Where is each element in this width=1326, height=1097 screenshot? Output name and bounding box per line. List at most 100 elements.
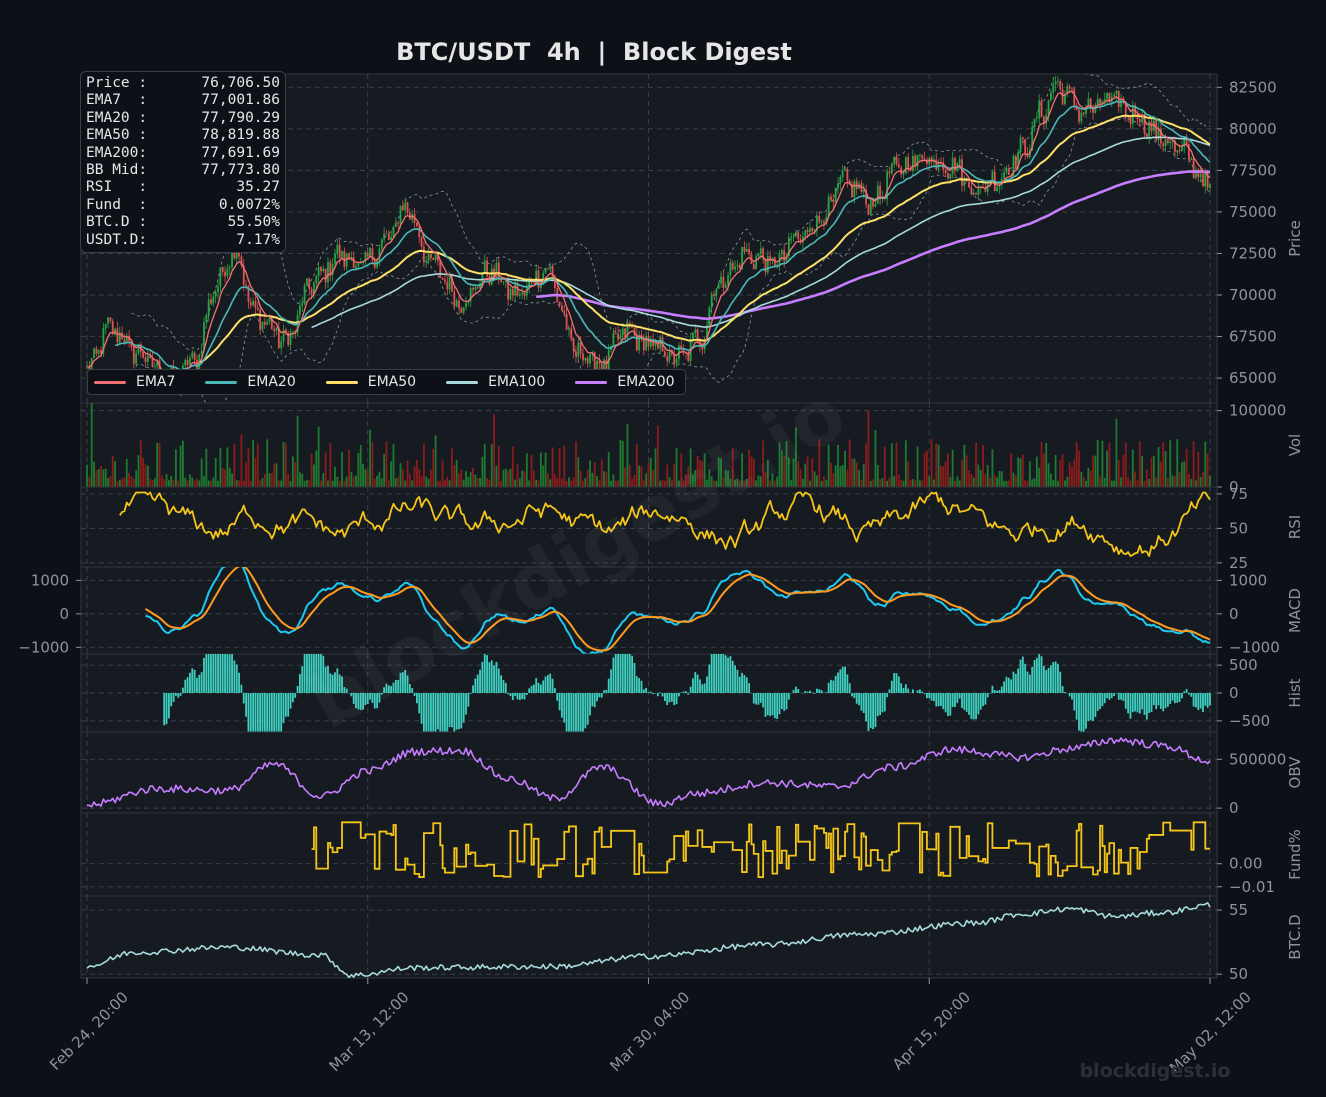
hist-bar <box>647 692 650 693</box>
candle-body <box>947 173 949 179</box>
volume-bar <box>139 440 142 487</box>
hist-bar <box>687 693 690 695</box>
candle-body <box>736 264 739 267</box>
candle-body <box>614 332 617 334</box>
info-value: 7.17% <box>236 231 280 248</box>
candle-body <box>1174 140 1176 153</box>
volume-bar <box>659 480 662 487</box>
candle-body <box>1071 88 1073 90</box>
volume-bar <box>455 460 458 487</box>
volume-bar <box>549 479 552 487</box>
volume-bar <box>942 466 945 487</box>
hist-bar <box>167 693 170 719</box>
candle-body <box>1087 98 1090 107</box>
ytick-label-rsi-0: 75 <box>1229 485 1248 503</box>
volume-bar <box>1089 470 1092 487</box>
volume-bar <box>949 477 952 487</box>
candle-body <box>720 277 722 284</box>
ytick-label-price-4: 72500 <box>1229 244 1277 262</box>
volume-bar <box>1148 478 1151 487</box>
candle-body <box>1085 106 1087 114</box>
volume-bar <box>254 457 257 487</box>
hist-bar <box>528 688 531 693</box>
volume-bar <box>820 480 823 487</box>
panel-btcd: 55 50 BTC.D <box>80 895 1304 983</box>
candle-body <box>949 173 952 179</box>
hist-bar <box>818 689 821 693</box>
candle-body <box>542 272 545 285</box>
volume-bar <box>294 461 297 487</box>
candle-body <box>263 321 266 325</box>
candle-body <box>1178 150 1181 152</box>
hist-bar <box>469 693 472 694</box>
ytick-label-macd-0: 1000 <box>1229 571 1267 589</box>
volume-bar <box>121 478 123 487</box>
hist-bar <box>238 672 240 693</box>
hist-bar <box>1192 693 1195 707</box>
candle-body <box>918 154 921 156</box>
volume-bar <box>638 465 641 487</box>
volume-bar <box>923 453 926 487</box>
hist-bar <box>1122 693 1125 701</box>
hist-bar <box>554 688 556 693</box>
volume-bar <box>544 452 547 487</box>
volume-bar <box>1021 454 1024 487</box>
hist-bar <box>479 669 481 693</box>
hist-bar <box>862 693 865 714</box>
volume-bar <box>853 458 856 487</box>
volume-bar <box>357 453 360 487</box>
hist-bar <box>301 666 304 693</box>
volume-bar <box>231 473 233 487</box>
candle-body <box>273 328 276 331</box>
legend-label: EMA20 <box>247 374 296 390</box>
candle-body <box>453 291 456 307</box>
hist-bar <box>944 693 947 713</box>
candle-body <box>205 315 208 323</box>
candle-body <box>1073 88 1076 106</box>
hist-bar <box>614 654 617 693</box>
volume-bar <box>324 452 327 487</box>
hist-bar <box>638 678 641 693</box>
candle-body <box>1148 121 1151 139</box>
volume-bar <box>1045 442 1048 487</box>
candle-body <box>907 157 910 170</box>
hist-bar <box>986 693 989 698</box>
volume-bar <box>385 441 388 487</box>
hist-bar <box>633 662 636 693</box>
volume-bar <box>918 480 921 487</box>
hist-bar <box>270 693 273 732</box>
candle-body <box>511 288 514 296</box>
volume-bar <box>488 479 491 487</box>
candle-body <box>472 288 474 290</box>
volume-bar <box>759 476 762 487</box>
hist-bar <box>806 691 809 693</box>
volume-bar <box>837 444 839 487</box>
candle-body <box>1171 140 1174 142</box>
candle-body <box>839 177 842 184</box>
volume-bar <box>284 443 287 487</box>
volume-bar <box>256 443 259 487</box>
candle-body <box>401 205 404 211</box>
hist-bar <box>1045 670 1048 693</box>
candle-body <box>394 223 397 227</box>
candle-body <box>1185 138 1188 145</box>
hist-bar <box>619 654 622 693</box>
volume-bar <box>902 480 905 487</box>
volume-bar <box>1202 471 1204 487</box>
hist-bar <box>893 672 896 693</box>
candle-body <box>228 266 231 269</box>
hist-bar <box>1096 693 1099 711</box>
volume-bar <box>177 480 180 487</box>
volume-bar <box>961 459 963 487</box>
volume-bar <box>1164 451 1167 487</box>
volume-bar <box>890 443 893 487</box>
candle-body <box>853 181 856 198</box>
candle-body <box>584 357 587 361</box>
candle-body <box>958 159 961 164</box>
volume-bar <box>383 453 386 487</box>
hist-bar <box>313 654 315 693</box>
volume-bar <box>818 439 821 487</box>
hist-bar <box>350 693 353 697</box>
candle-body <box>869 198 872 215</box>
hist-bar <box>221 654 224 693</box>
